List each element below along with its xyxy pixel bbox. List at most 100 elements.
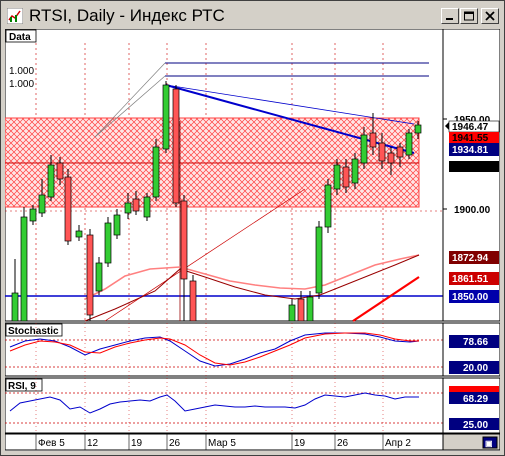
time-axis[interactable]: Фев 5 12 19 26 Мар 5 19 26 Апр 2 [4, 433, 444, 451]
time-axis-label: 26 [337, 438, 349, 449]
price-pane[interactable]: Data 1.00 [4, 28, 501, 322]
svg-text:20.00: 20.00 [463, 363, 488, 374]
candle[interactable] [189, 275, 197, 322]
candle[interactable] [143, 193, 151, 221]
candle[interactable] [306, 291, 314, 322]
svg-text:1934.81: 1934.81 [452, 145, 489, 156]
svg-text:78.66: 78.66 [463, 337, 488, 348]
candle[interactable] [29, 205, 37, 225]
price-tag-1861: 1861.51 [449, 272, 499, 285]
candle[interactable] [387, 147, 395, 175]
fib-label-lower: 1.000 [9, 79, 34, 90]
candle[interactable] [369, 113, 377, 155]
candle[interactable] [95, 257, 103, 295]
candle[interactable] [152, 139, 160, 201]
candle[interactable] [124, 193, 132, 219]
candle[interactable] [342, 159, 350, 193]
svg-text:1872.94: 1872.94 [452, 253, 489, 264]
minimize-icon [446, 18, 453, 20]
trendline-rising[interactable] [352, 276, 420, 322]
fib-anchor-line-lower [94, 75, 166, 138]
chart-canvas[interactable]: Data 1.00 [4, 28, 501, 451]
time-axis-label: 12 [87, 438, 99, 449]
candle[interactable] [75, 225, 83, 241]
fib-label-upper: 1.000 [9, 66, 34, 77]
moving-average-fast [84, 254, 420, 322]
stochastic-tag-20: 20.00 [449, 361, 499, 374]
candle[interactable] [315, 221, 323, 299]
candle[interactable] [162, 81, 170, 153]
price-pane-label-box [5, 29, 37, 43]
time-axis-label: 26 [169, 438, 181, 449]
candle[interactable] [324, 179, 332, 233]
time-axis-label: Мар 5 [208, 438, 236, 449]
candle[interactable] [132, 191, 140, 215]
minimize-button[interactable] [441, 8, 459, 24]
stochastic-gridlines [35, 323, 384, 376]
candle[interactable] [47, 155, 55, 201]
svg-text:1850.00: 1850.00 [452, 292, 489, 303]
scale-toggle-button[interactable]: ▣ [482, 436, 498, 449]
maximize-icon [464, 11, 474, 21]
candle[interactable] [333, 159, 341, 195]
stochastic-pane-frame [4, 322, 444, 377]
price-axis-label-1950: 1950.00 [454, 115, 491, 126]
svg-text:1946.47: 1946.47 [452, 122, 489, 133]
candle[interactable] [104, 217, 112, 267]
candle[interactable] [56, 157, 64, 185]
candle[interactable] [38, 179, 46, 217]
rsi-label-box [5, 378, 43, 392]
candle[interactable] [405, 129, 413, 159]
candle[interactable] [360, 127, 368, 169]
candle[interactable] [172, 85, 180, 207]
candle[interactable] [64, 169, 72, 245]
candle[interactable] [378, 133, 386, 169]
title-bar[interactable]: RTSI, Daily - Индекс РТС [3, 3, 502, 29]
rsi-tag-red [449, 386, 499, 392]
candle[interactable] [414, 121, 422, 139]
candle[interactable] [297, 291, 305, 322]
stochastic-label: Stochastic [8, 326, 59, 337]
rsi-pane[interactable]: RSI, 9 68.29 25.00 [4, 377, 501, 434]
price-axis-label-1900: 1900.00 [454, 205, 491, 216]
chart-area[interactable]: Data 1.00 [4, 28, 501, 451]
close-icon [485, 11, 495, 21]
time-axis-label: 19 [294, 438, 306, 449]
svg-text:1861.51: 1861.51 [452, 274, 489, 285]
svg-text:1941.55: 1941.55 [452, 133, 489, 144]
price-candles[interactable] [11, 81, 422, 322]
candle[interactable] [288, 299, 296, 322]
stochastic-pane[interactable]: Stochastic 78.66 20.00 [4, 322, 501, 377]
candle[interactable] [351, 153, 359, 189]
maximize-button[interactable] [460, 8, 478, 24]
price-tag-1850: 1850.00 [449, 290, 499, 303]
candle[interactable] [180, 195, 188, 321]
candle[interactable] [396, 143, 404, 167]
svg-text:25.00: 25.00 [463, 420, 488, 431]
rsi-tag-25: 25.00 [449, 418, 499, 431]
price-tag-1941: 1941.55 [449, 132, 499, 144]
price-tag-black [449, 161, 499, 172]
moving-average-slow [84, 254, 420, 300]
candle[interactable] [11, 259, 19, 322]
rsi-tag-68: 68.29 [449, 392, 499, 405]
price-tag-1946: 1946.47 [445, 120, 500, 133]
svg-text:68.29: 68.29 [463, 394, 488, 405]
close-button[interactable] [481, 8, 499, 24]
fib-anchor-line-upper [94, 62, 166, 138]
window-title: RTSI, Daily - Индекс РТС [29, 6, 225, 25]
stochastic-tag-78: 78.66 [449, 335, 499, 348]
price-pane-label: Data [9, 32, 31, 43]
time-axis-label: 19 [131, 438, 143, 449]
price-tag-1934: 1934.81 [449, 143, 499, 156]
price-tag-1872: 1872.94 [449, 251, 499, 264]
stochastic-d-line [9, 332, 419, 366]
candle[interactable] [113, 209, 121, 239]
scale-toggle-icon: ▣ [485, 439, 493, 448]
candle[interactable] [20, 207, 28, 322]
time-axis-label: Апр 2 [385, 438, 411, 449]
chart-icon [7, 8, 23, 24]
candle[interactable] [86, 229, 94, 321]
stochastic-label-box [5, 323, 63, 337]
